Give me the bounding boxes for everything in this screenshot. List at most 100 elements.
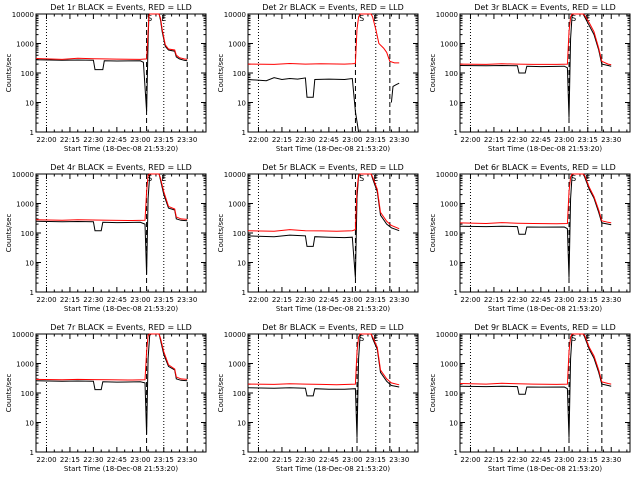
- x-tick-label: 23:30: [177, 456, 197, 464]
- y-tick-label: 100: [445, 230, 458, 238]
- y-tick-label: 10000: [436, 11, 458, 19]
- x-tick-label: 23:15: [578, 456, 598, 464]
- plot-frame: [459, 173, 631, 293]
- lld-series-line: [459, 333, 612, 385]
- y-tick-label: 1: [454, 449, 458, 457]
- x-tick-label: 23:30: [389, 456, 409, 464]
- y-tick-label: 100: [445, 390, 458, 398]
- y-axis-label: Counts/sec: [217, 374, 225, 413]
- y-tick-label: 100: [21, 70, 34, 78]
- x-tick-label: 22:15: [60, 456, 80, 464]
- annotation-label: E: [585, 174, 590, 183]
- events-series-line: [459, 173, 612, 278]
- annotation-label: S: [359, 334, 364, 343]
- x-tick-label: 23:30: [177, 136, 197, 144]
- annotation-label: E: [585, 14, 590, 23]
- chart-title: Det 4r BLACK = Events, RED = LLD: [50, 163, 192, 172]
- events-series-line: [247, 173, 400, 278]
- plot-frame: [247, 333, 419, 453]
- y-tick-label: 1000: [16, 41, 34, 49]
- annotation-label: E: [373, 174, 378, 183]
- x-tick-label: 22:00: [36, 456, 56, 464]
- events-series-line: [247, 333, 400, 438]
- plot-frame: [247, 13, 419, 133]
- y-axis-label: Counts/sec: [217, 214, 225, 253]
- chart-title: Det 7r BLACK = Events, RED = LLD: [50, 323, 192, 332]
- y-tick-label: 1: [242, 449, 246, 457]
- x-tick-label: 22:45: [319, 456, 339, 464]
- x-tick-label: 22:45: [107, 456, 127, 464]
- events-series-line: [459, 13, 612, 118]
- y-tick-label: 1000: [440, 201, 458, 209]
- y-tick-label: 1: [454, 289, 458, 297]
- events-series-line: [247, 77, 400, 133]
- x-tick-label: 23:30: [389, 136, 409, 144]
- x-tick-label: 23:15: [578, 296, 598, 304]
- y-axis-label: Counts/sec: [429, 214, 437, 253]
- x-tick-label: 23:00: [342, 296, 362, 304]
- chart-panel-9: Det 9r BLACK = Events, RED = LLD 1 10 100 10…: [429, 323, 631, 473]
- x-tick-label: 23:15: [154, 456, 174, 464]
- chart-title: Det 6r BLACK = Events, RED = LLD: [474, 163, 616, 172]
- plot-frame: [35, 13, 207, 133]
- x-tick-label: 22:30: [507, 296, 527, 304]
- y-tick-label: 1: [30, 289, 34, 297]
- plot-frame: [459, 13, 631, 133]
- x-tick-label: 22:00: [248, 296, 268, 304]
- annotation-label: S: [571, 334, 576, 343]
- lld-series-line: [247, 13, 400, 65]
- x-tick-label: 22:00: [460, 456, 480, 464]
- x-axis-label: Start Time (18-Dec-08 21:53:20): [64, 305, 178, 313]
- x-tick-label: 22:15: [60, 296, 80, 304]
- x-tick-label: 23:15: [154, 296, 174, 304]
- y-tick-label: 1: [242, 289, 246, 297]
- x-tick-label: 22:45: [319, 296, 339, 304]
- x-tick-label: 22:15: [484, 456, 504, 464]
- y-axis-label: Counts/sec: [5, 54, 13, 93]
- y-tick-label: 10: [25, 100, 34, 108]
- y-tick-label: 10: [25, 260, 34, 268]
- x-tick-label: 22:00: [248, 456, 268, 464]
- y-tick-label: 10: [449, 420, 458, 428]
- chart-title: Det 5r BLACK = Events, RED = LLD: [262, 163, 404, 172]
- y-tick-label: 1000: [228, 41, 246, 49]
- x-tick-label: 22:30: [507, 456, 527, 464]
- x-tick-label: 22:15: [484, 136, 504, 144]
- y-tick-label: 10: [237, 260, 246, 268]
- lld-series-line: [247, 173, 400, 232]
- x-tick-label: 23:15: [578, 136, 598, 144]
- x-axis-label: Start Time (18-Dec-08 21:53:20): [488, 305, 602, 313]
- x-tick-label: 23:30: [177, 296, 197, 304]
- y-tick-label: 1: [242, 129, 246, 137]
- y-tick-label: 100: [445, 70, 458, 78]
- plot-frame: [35, 173, 207, 293]
- lld-series-line: [35, 13, 188, 60]
- y-tick-label: 1000: [16, 361, 34, 369]
- y-tick-label: 100: [233, 230, 246, 238]
- x-tick-label: 22:45: [531, 296, 551, 304]
- y-tick-label: 1000: [228, 361, 246, 369]
- x-tick-label: 22:00: [460, 136, 480, 144]
- chart-title: Det 3r BLACK = Events, RED = LLD: [474, 3, 616, 12]
- y-axis-label: Counts/sec: [429, 54, 437, 93]
- x-tick-label: 23:15: [366, 296, 386, 304]
- annotation-label: S: [571, 14, 576, 23]
- x-axis-label: Start Time (18-Dec-08 21:53:20): [276, 305, 390, 313]
- x-tick-label: 22:45: [107, 136, 127, 144]
- annotation-label: E: [161, 14, 166, 23]
- y-axis-label: Counts/sec: [217, 54, 225, 93]
- chart-panel-3: Det 3r BLACK = Events, RED = LLD 1 10 100 10…: [429, 3, 631, 153]
- y-tick-label: 10000: [436, 331, 458, 339]
- plot-frame: [459, 333, 631, 453]
- x-tick-label: 22:30: [295, 456, 315, 464]
- y-tick-label: 10000: [224, 331, 246, 339]
- x-tick-label: 22:15: [60, 136, 80, 144]
- y-tick-label: 1: [30, 449, 34, 457]
- x-tick-label: 23:00: [554, 296, 574, 304]
- x-tick-label: 22:45: [531, 456, 551, 464]
- x-tick-label: 22:45: [107, 296, 127, 304]
- y-tick-label: 10000: [12, 171, 34, 179]
- y-tick-label: 1: [454, 129, 458, 137]
- x-tick-label: 22:00: [36, 296, 56, 304]
